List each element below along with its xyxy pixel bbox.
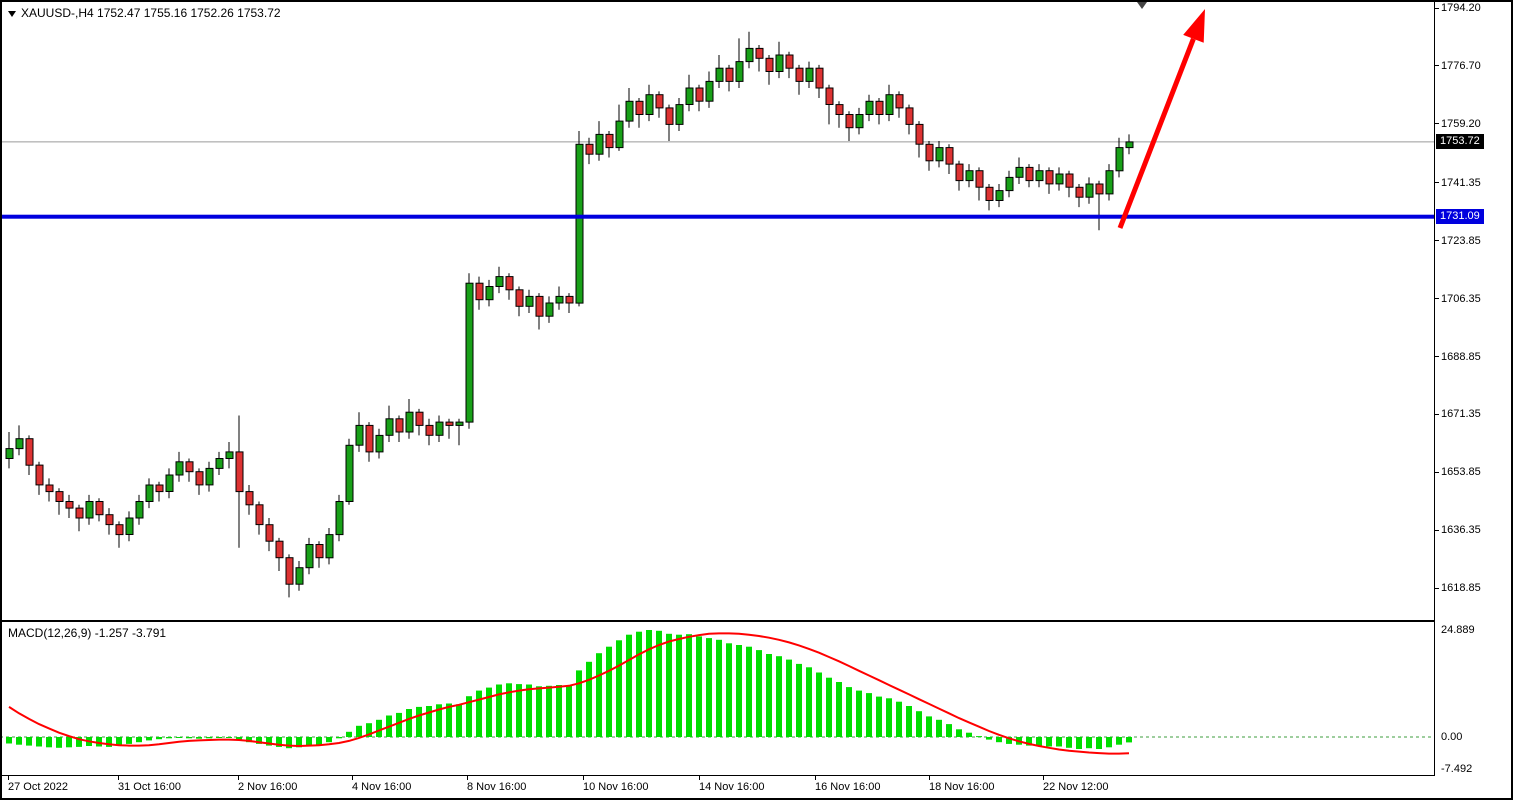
price-axis-label: 1653.85 bbox=[1441, 466, 1481, 479]
macd-signal-line bbox=[8, 632, 1130, 755]
time-axis-label: 10 Nov 16:00 bbox=[583, 781, 649, 793]
macd-axis-label: -7.492 bbox=[1441, 763, 1473, 776]
price-axis-tick bbox=[1435, 471, 1439, 473]
ohlc-values: 1752.47 1755.16 1752.26 1753.72 bbox=[97, 6, 281, 20]
time-axis-tick bbox=[583, 776, 584, 780]
macd-axis-label: 24.889 bbox=[1441, 624, 1475, 636]
price-axis-separator bbox=[1434, 0, 1435, 776]
price-axis-label: 1618.85 bbox=[1441, 582, 1481, 594]
chart-shift-marker-icon[interactable] bbox=[1137, 2, 1147, 9]
time-axis-label: 16 Nov 16:00 bbox=[815, 781, 881, 793]
candles bbox=[5, 31, 1134, 598]
time-axis-tick bbox=[929, 776, 930, 780]
time-axis-tick bbox=[352, 776, 353, 780]
pane-separator bbox=[0, 620, 1435, 622]
price-axis-tick bbox=[1435, 123, 1439, 125]
price-axis-tick bbox=[1435, 298, 1439, 300]
symbol-dropdown-icon bbox=[8, 11, 16, 17]
price-axis-label: 1688.85 bbox=[1441, 350, 1481, 363]
price-axis-label: 1776.70 bbox=[1441, 59, 1481, 72]
price-axis-tick bbox=[1435, 65, 1439, 67]
hline-price-tag: 1731.09 bbox=[1436, 209, 1484, 225]
time-axis-label: 2 Nov 16:00 bbox=[238, 781, 298, 793]
time-axis-tick bbox=[238, 776, 239, 780]
price-axis-label: 1741.35 bbox=[1441, 176, 1481, 189]
current-price-tag: 1753.72 bbox=[1436, 134, 1484, 150]
price-axis-label: 1794.20 bbox=[1441, 2, 1481, 14]
chart-header: XAUUSD-,H4 1752.47 1755.16 1752.26 1753.… bbox=[8, 6, 281, 20]
trend-arrow-object bbox=[1117, 9, 1205, 229]
price-axis-tick bbox=[1435, 7, 1439, 9]
time-axis-label: 27 Oct 2022 bbox=[8, 781, 68, 793]
time-axis-tick bbox=[118, 776, 119, 780]
time-axis-tick bbox=[467, 776, 468, 780]
time-axis-label: 8 Nov 16:00 bbox=[467, 781, 527, 793]
price-axis-label: 1723.85 bbox=[1441, 234, 1481, 247]
macd-indicator-pane[interactable] bbox=[0, 622, 1434, 775]
price-axis-tick bbox=[1435, 356, 1439, 357]
time-axis-label: 22 Nov 12:00 bbox=[1043, 781, 1109, 793]
price-axis-label: 1706.35 bbox=[1441, 292, 1481, 305]
time-axis[interactable]: 27 Oct 2022 31 Oct 16:00 2 Nov 16:00 4 Nov … bbox=[0, 776, 1513, 800]
price-axis-label: 1759.20 bbox=[1441, 117, 1481, 130]
price-axis-tick bbox=[1435, 240, 1439, 242]
macd-histogram bbox=[6, 630, 1132, 749]
time-axis-label: 14 Nov 16:00 bbox=[699, 781, 765, 793]
price-axis-tick bbox=[1435, 182, 1439, 184]
horizontal-line-object bbox=[0, 214, 1434, 219]
macd-axis-label: 0.00 bbox=[1441, 731, 1463, 743]
time-axis-tick bbox=[8, 776, 9, 780]
price-axis-tick bbox=[1435, 413, 1439, 415]
indicator-label: MACD(12,26,9) -1.257 -3.791 bbox=[8, 626, 167, 640]
price-axis-label: 1671.35 bbox=[1441, 408, 1481, 421]
axis-separator bbox=[0, 775, 1513, 776]
time-axis-label: 31 Oct 16:00 bbox=[118, 781, 181, 793]
price-axis-tick bbox=[1435, 587, 1439, 589]
time-axis-label: 18 Nov 16:00 bbox=[929, 781, 995, 793]
time-axis-label: 4 Nov 16:00 bbox=[352, 781, 412, 793]
price-axis-tick bbox=[1435, 529, 1439, 531]
price-axis-label: 1636.35 bbox=[1441, 524, 1481, 537]
time-axis-tick bbox=[699, 776, 700, 780]
time-axis-tick bbox=[815, 776, 816, 780]
time-axis-tick bbox=[1043, 776, 1044, 780]
price-axis[interactable]: 1794.20 1776.70 1759.20 1741.35 1723.85 1706.… bbox=[1435, 0, 1513, 776]
main-chart-pane[interactable] bbox=[0, 0, 1434, 620]
symbol-timeframe: XAUUSD-,H4 bbox=[21, 6, 94, 20]
